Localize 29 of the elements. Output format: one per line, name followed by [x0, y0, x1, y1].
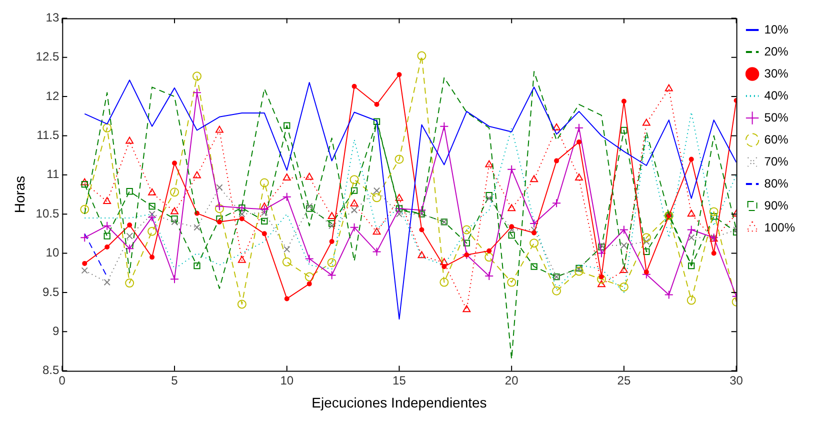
- x-axis-title: Ejecuciones Independientes: [312, 394, 487, 410]
- legend-label: 80%: [764, 176, 789, 190]
- legend-label: 70%: [764, 154, 789, 168]
- legend-label: 90%: [764, 198, 789, 212]
- y-tick-label: 11: [46, 167, 60, 182]
- legend-label: 40%: [764, 88, 789, 102]
- y-tick-label: 9.5: [42, 284, 60, 299]
- y-tick-label: 9: [52, 324, 60, 338]
- legend-label: 100%: [764, 220, 796, 234]
- y-tick-label: 12: [46, 88, 60, 103]
- x-tick-label: 5: [171, 373, 178, 388]
- x-tick-label: 0: [58, 373, 66, 388]
- legend-label: 10%: [764, 22, 789, 36]
- y-tick-label: 11.5: [36, 128, 60, 142]
- y-axis-title: Horas: [11, 176, 28, 214]
- legend-label: 60%: [764, 132, 789, 146]
- x-tick-label: 30: [730, 373, 744, 388]
- y-tick-label: 8.5: [42, 363, 60, 378]
- legend-label: 20%: [764, 44, 789, 58]
- x-tick-label: 20: [504, 373, 519, 388]
- legend-label: 50%: [764, 110, 789, 124]
- y-tick-label: 10.5: [36, 206, 60, 220]
- x-tick-label: 15: [392, 373, 406, 388]
- x-tick-label: 10: [280, 373, 294, 388]
- x-tick-label: 25: [617, 373, 631, 388]
- y-tick-label: 10: [46, 246, 60, 260]
- y-tick-label: 12.5: [36, 50, 60, 64]
- legend-label: 30%: [764, 66, 789, 80]
- y-tick-label: 13: [46, 10, 60, 25]
